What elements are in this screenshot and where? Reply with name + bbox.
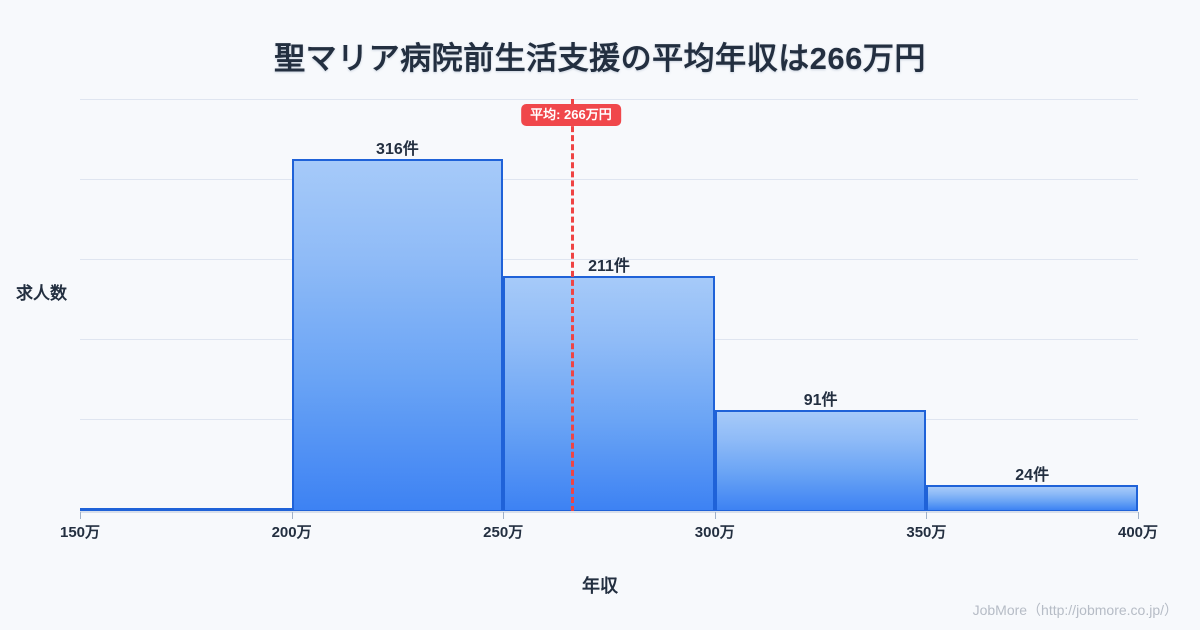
- x-tick-label: 300万: [694, 524, 735, 541]
- bar: [503, 276, 715, 512]
- y-axis-label: 求人数: [16, 284, 67, 303]
- bar-value-label: 211件: [588, 258, 630, 276]
- x-tick-label: 250万: [483, 524, 524, 541]
- x-axis-label: 年収: [582, 576, 618, 596]
- bar-value-label: 316件: [376, 141, 419, 159]
- tick-mark: [926, 512, 928, 519]
- tick-mark: [503, 512, 505, 519]
- x-axis-line: [80, 511, 1138, 513]
- tick-mark: [1138, 512, 1139, 519]
- bar-series: [80, 99, 1138, 512]
- gridline: [80, 259, 1138, 260]
- gridline: [80, 179, 1138, 180]
- chart-title: 聖マリア病院前生活支援の平均年収は266万円: [274, 41, 926, 76]
- bar-value-label: 24件: [1015, 467, 1050, 485]
- average-line: [570, 99, 574, 512]
- x-tick-label: 400万: [1117, 524, 1159, 541]
- x-tick-label: 350万: [906, 524, 947, 541]
- tick-mark: [714, 512, 716, 519]
- bar: [926, 485, 1138, 512]
- tick-mark: [80, 512, 81, 519]
- x-tick-label: 200万: [271, 524, 312, 541]
- gridline: [80, 99, 1138, 100]
- bar: [714, 410, 927, 512]
- bar-value-label: 91件: [803, 392, 838, 410]
- plot-area: [80, 99, 1138, 512]
- tick-mark: [291, 512, 293, 519]
- x-tick-label: 150万: [59, 524, 101, 541]
- average-badge: 平均: 266万円: [521, 104, 621, 126]
- watermark: JobMore（http://jobmore.co.jp/）: [972, 602, 1178, 618]
- bar: [291, 159, 504, 512]
